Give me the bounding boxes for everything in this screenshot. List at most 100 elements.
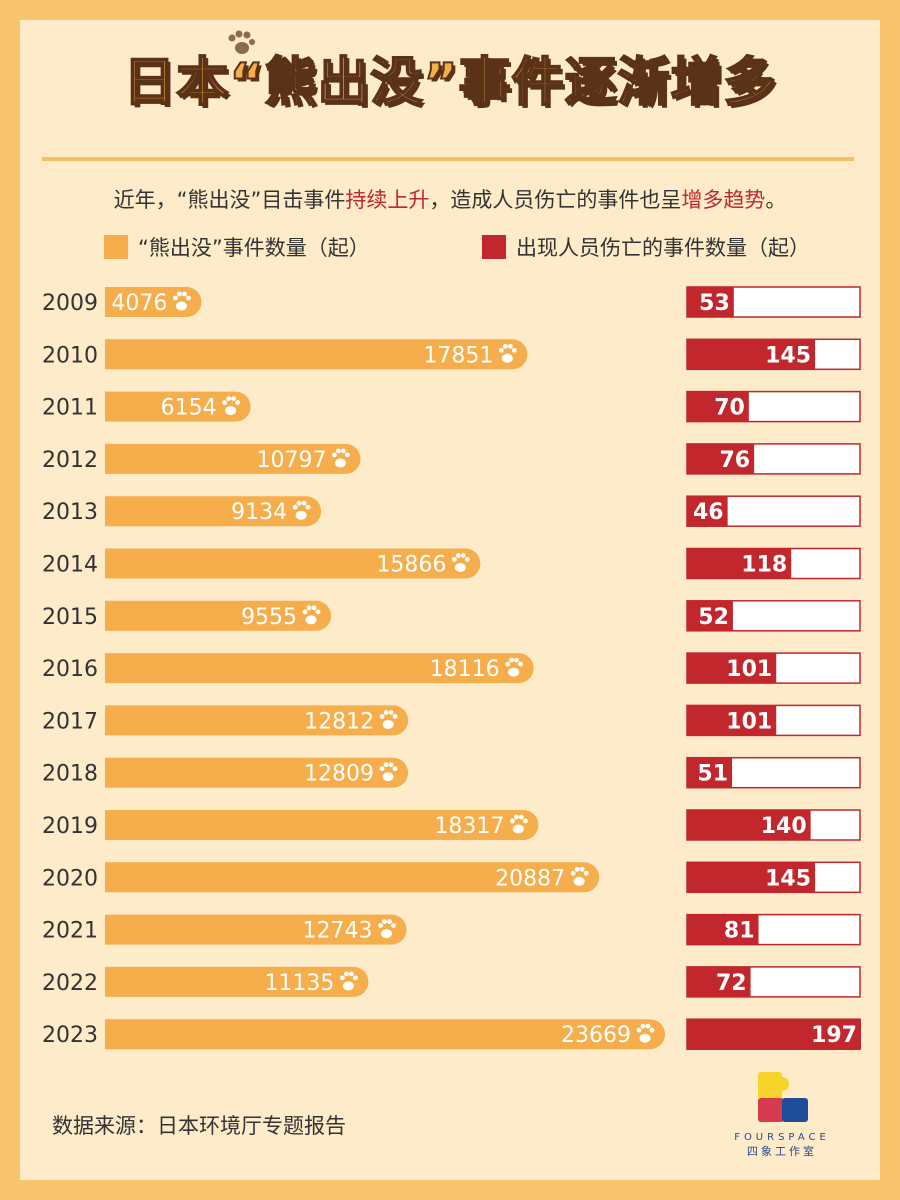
paw-icon	[222, 400, 228, 405]
subtitle: 近年，“熊出没”目击事件持续上升，造成人员伤亡的事件也呈增多趋势。	[0, 184, 900, 214]
paw-icon	[514, 657, 520, 663]
paw-icon	[512, 824, 524, 834]
paw-icon	[382, 772, 394, 782]
paw-icon	[579, 866, 585, 872]
sighting-bar	[105, 1019, 666, 1050]
paw-icon	[315, 609, 321, 615]
year-label: 2016	[42, 657, 98, 682]
sighting-value: 15866	[376, 553, 446, 578]
paw-icon	[509, 657, 515, 663]
paw-icon	[388, 762, 394, 768]
paw-icon	[636, 1027, 642, 1033]
paw-icon	[518, 661, 524, 667]
legend-item-sightings: “熊出没”事件数量（起）	[104, 232, 370, 262]
paw-icon	[225, 406, 237, 416]
paw-icon	[383, 762, 389, 768]
paw-icon	[454, 563, 466, 572]
sighting-value: 9555	[241, 605, 297, 630]
subtitle-highlight: 持续上升	[345, 188, 430, 212]
paw-icon	[177, 291, 182, 297]
sighting-value: 11135	[264, 971, 334, 996]
paw-icon	[332, 452, 337, 458]
legend-label: 出现人员伤亡的事件数量（起）	[516, 236, 810, 260]
year-label: 2022	[42, 971, 98, 996]
paw-icon	[344, 971, 349, 977]
legend-swatch	[104, 235, 128, 259]
legend-label: “熊出没”事件数量（起）	[138, 236, 370, 260]
subtitle-text: 。	[765, 188, 787, 212]
sighting-bar	[105, 966, 369, 997]
sighting-value: 4076	[111, 291, 167, 316]
casualty-value: 72	[716, 971, 747, 996]
paw-icon	[380, 929, 392, 939]
logo-text-en: FOURSPACE	[734, 1132, 830, 1143]
paw-icon	[505, 661, 511, 667]
casualty-bar	[687, 914, 759, 945]
casualty-bar	[687, 443, 755, 474]
paw-icon	[498, 347, 504, 353]
casualty-bar	[687, 548, 792, 579]
paw-icon	[392, 714, 398, 719]
paw-icon	[508, 667, 520, 677]
year-label: 2012	[42, 448, 98, 473]
subtitle-text: 近年，“熊出没”目击事件	[113, 188, 346, 212]
casualty-value: 197	[811, 1023, 857, 1048]
casualty-value: 145	[765, 343, 811, 368]
paw-icon	[379, 714, 385, 719]
sighting-value: 18116	[430, 657, 500, 682]
paw-icon	[574, 866, 580, 872]
paw-icon	[501, 353, 513, 363]
casualty-value: 140	[761, 814, 807, 839]
paw-icon	[173, 295, 178, 301]
paw-icon	[522, 818, 528, 824]
paw-icon	[336, 448, 341, 454]
paw-icon	[182, 291, 187, 297]
subtitle-text: ，造成人员伤亡的事件也呈	[429, 188, 682, 212]
casualty-value: 46	[693, 500, 724, 525]
paw-icon	[302, 609, 308, 615]
paw-icon	[639, 1033, 651, 1043]
sighting-bar	[105, 653, 534, 684]
year-label: 2018	[42, 762, 98, 787]
paw-icon	[349, 971, 354, 977]
casualty-value: 52	[698, 605, 729, 630]
divider	[42, 157, 854, 161]
paw-icon	[379, 766, 385, 772]
sighting-value: 12809	[304, 762, 374, 787]
casualty-value: 51	[697, 762, 728, 787]
sighting-bar	[105, 548, 481, 579]
paw-icon	[342, 981, 354, 991]
year-label: 2023	[42, 1023, 98, 1048]
paw-icon	[451, 557, 457, 562]
year-label: 2010	[42, 343, 98, 368]
sighting-value: 6154	[161, 396, 217, 421]
sighting-bar	[105, 339, 528, 370]
paw-icon	[353, 975, 358, 981]
paw-icon	[296, 500, 302, 506]
year-label: 2013	[42, 500, 98, 525]
year-label: 2020	[42, 866, 98, 891]
paw-icon	[388, 710, 394, 715]
casualty-bar	[687, 391, 749, 422]
paw-icon	[511, 347, 517, 353]
paw-icon	[392, 766, 398, 772]
casualty-value: 76	[720, 448, 751, 473]
year-label: 2017	[42, 709, 98, 734]
paw-icon	[518, 814, 524, 820]
year-label: 2014	[42, 553, 98, 578]
paw-icon	[513, 814, 519, 820]
casualty-bar	[687, 1019, 861, 1050]
paw-icon	[507, 343, 513, 349]
puzzle-logo-icon	[758, 1072, 808, 1122]
paw-icon	[391, 923, 396, 928]
paw-icon	[231, 396, 237, 401]
paw-icon	[305, 615, 317, 625]
sighting-bar	[105, 443, 361, 474]
paw-icon	[295, 510, 307, 520]
paw-icon	[306, 605, 312, 611]
paw-icon	[460, 553, 466, 558]
paw-icon	[645, 1023, 651, 1029]
sighting-value: 9134	[231, 500, 287, 525]
paw-icon	[378, 923, 383, 928]
